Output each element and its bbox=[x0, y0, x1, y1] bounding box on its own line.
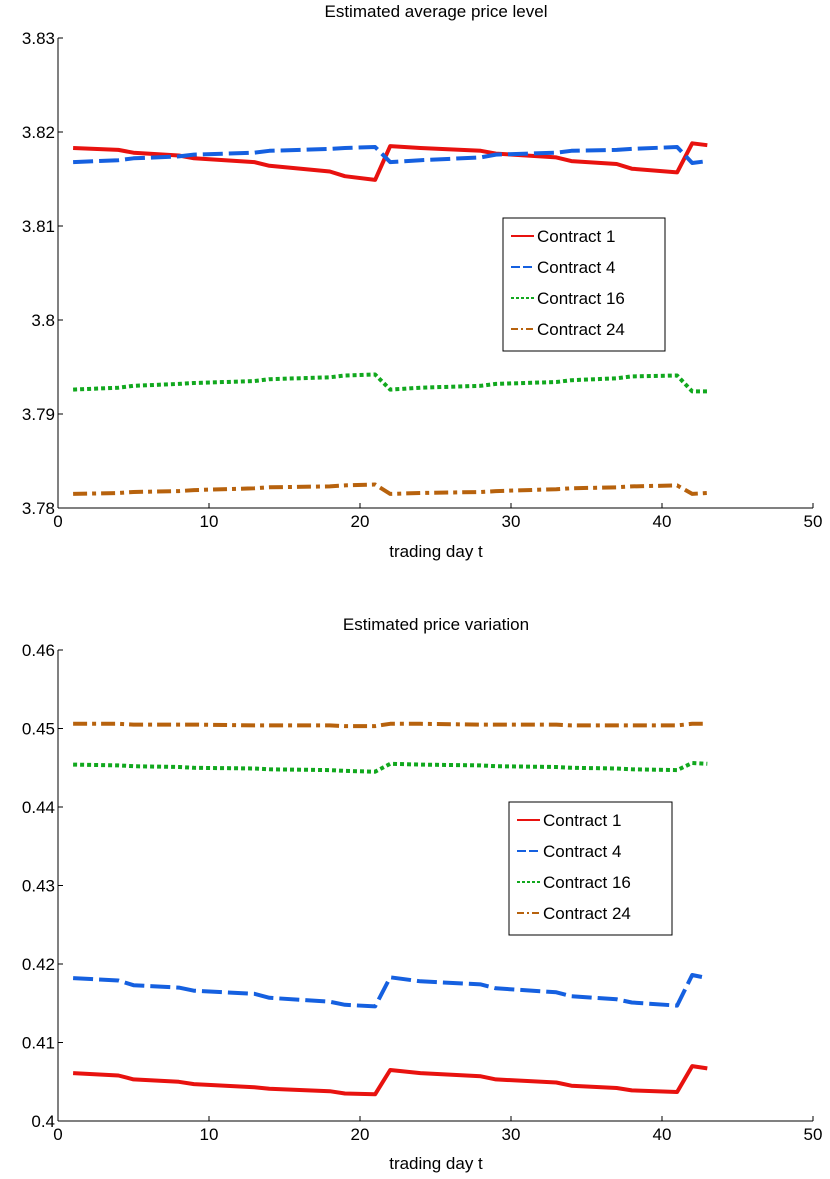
legend-label: Contract 1 bbox=[537, 227, 615, 246]
y-tick-label: 0.45 bbox=[22, 720, 55, 739]
y-tick-label: 0.41 bbox=[22, 1034, 55, 1053]
x-tick-label: 0 bbox=[53, 1125, 62, 1144]
y-tick-label: 3.81 bbox=[22, 217, 55, 236]
legend-label: Contract 1 bbox=[543, 811, 621, 830]
legend-label: Contract 16 bbox=[537, 289, 625, 308]
y-tick-label: 0.46 bbox=[22, 641, 55, 660]
y-tick-label: 3.83 bbox=[22, 29, 55, 48]
x-axis-label: trading day t bbox=[389, 1154, 483, 1173]
y-tick-label: 3.8 bbox=[31, 311, 55, 330]
x-tick-label: 10 bbox=[200, 512, 219, 531]
legend-label: Contract 4 bbox=[543, 842, 621, 861]
legend-label: Contract 16 bbox=[543, 873, 631, 892]
chart-title: Estimated average price level bbox=[324, 2, 547, 21]
x-tick-label: 50 bbox=[804, 512, 823, 531]
y-tick-label: 3.79 bbox=[22, 405, 55, 424]
x-tick-label: 40 bbox=[653, 1125, 672, 1144]
chart-title: Estimated price variation bbox=[343, 615, 529, 634]
x-tick-label: 30 bbox=[502, 512, 521, 531]
x-tick-label: 20 bbox=[351, 512, 370, 531]
series-line bbox=[73, 761, 708, 774]
x-tick-label: 0 bbox=[53, 512, 62, 531]
legend: Contract 1 Contract 4 Contract 16 Contract … bbox=[508, 801, 673, 936]
legend-label: Contract 24 bbox=[537, 320, 625, 339]
price-level-chart: Estimated average price level trading da… bbox=[22, 2, 823, 561]
series-line bbox=[73, 482, 708, 496]
series-line bbox=[73, 721, 708, 729]
price-variation-chart: Estimated price variation trading day t … bbox=[22, 615, 823, 1173]
y-tick-label: 0.4 bbox=[31, 1112, 55, 1131]
x-tick-label: 40 bbox=[653, 512, 672, 531]
y-tick-label: 0.44 bbox=[22, 798, 55, 817]
series-line bbox=[73, 145, 708, 165]
legend: Contract 1 Contract 4 Contract 16 Contract … bbox=[502, 217, 666, 352]
series-line bbox=[72, 1064, 708, 1097]
y-tick-label: 0.42 bbox=[22, 955, 55, 974]
y-tick-label: 0.43 bbox=[22, 877, 55, 896]
series-line bbox=[72, 973, 708, 1009]
y-tick-label: 3.82 bbox=[22, 123, 55, 142]
x-tick-label: 20 bbox=[351, 1125, 370, 1144]
legend-label: Contract 24 bbox=[543, 904, 631, 923]
x-axis-label: trading day t bbox=[389, 542, 483, 561]
y-tick-label: 3.78 bbox=[22, 499, 55, 518]
legend-label: Contract 4 bbox=[537, 258, 615, 277]
x-tick-label: 30 bbox=[502, 1125, 521, 1144]
series-line bbox=[73, 372, 708, 394]
x-tick-label: 10 bbox=[200, 1125, 219, 1144]
x-tick-label: 50 bbox=[804, 1125, 823, 1144]
